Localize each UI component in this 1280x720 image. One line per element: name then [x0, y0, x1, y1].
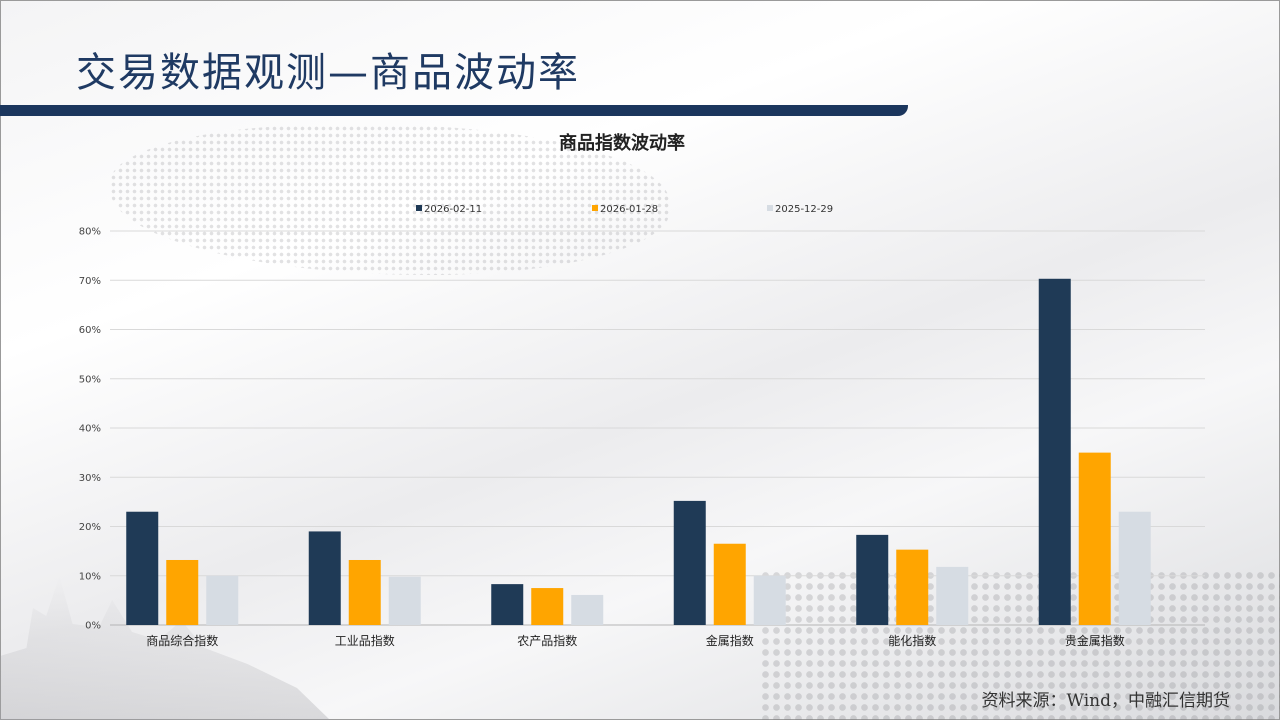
title-underline-bar	[0, 105, 908, 116]
bar	[896, 549, 929, 625]
bar	[308, 531, 341, 625]
bar	[348, 559, 381, 625]
y-tick-label: 80%	[79, 227, 101, 238]
bar	[531, 588, 564, 625]
bar	[1118, 511, 1151, 625]
source-note: 资料来源：Wind，中融汇信期货	[981, 691, 1230, 711]
y-tick-label: 30%	[79, 473, 101, 484]
bar	[206, 575, 239, 625]
x-tick-label: 工业品指数	[335, 633, 395, 648]
bar	[856, 534, 889, 625]
x-tick-label: 商品综合指数	[146, 633, 218, 648]
x-tick-label: 金属指数	[706, 633, 754, 648]
bar	[491, 584, 524, 625]
bar	[673, 500, 706, 625]
x-tick-label: 能化指数	[888, 633, 936, 648]
bar	[753, 575, 786, 625]
y-tick-label: 0%	[85, 621, 101, 632]
world-map-decoration	[110, 125, 670, 275]
chart-title: 商品指数波动率	[559, 132, 685, 154]
x-tick-label: 贵金属指数	[1065, 633, 1125, 648]
legend-swatch	[592, 205, 598, 211]
legend-swatch	[767, 205, 773, 211]
y-tick-label: 60%	[79, 325, 101, 336]
y-tick-label: 10%	[79, 571, 101, 582]
y-tick-label: 20%	[79, 522, 101, 533]
bar	[713, 543, 746, 625]
legend-swatch	[416, 205, 422, 211]
y-tick-label: 50%	[79, 374, 101, 385]
bar	[388, 576, 421, 625]
legend-label: 2026-02-11	[424, 204, 482, 215]
bar	[1078, 452, 1111, 625]
legend-label: 2025-12-29	[775, 204, 833, 215]
slide-title: 交易数据观测—商品波动率	[76, 50, 580, 96]
bar	[1038, 278, 1071, 625]
y-tick-label: 70%	[79, 276, 101, 287]
legend-label: 2026-01-28	[600, 204, 658, 215]
dot-pattern-decoration	[760, 570, 1280, 720]
bar	[126, 511, 159, 625]
x-tick-label: 农产品指数	[517, 633, 577, 648]
y-tick-label: 40%	[79, 424, 101, 435]
bar	[936, 566, 969, 625]
slide-header: 交易数据观测—商品波动率	[0, 0, 910, 118]
bar	[166, 559, 199, 625]
bar	[571, 594, 604, 625]
